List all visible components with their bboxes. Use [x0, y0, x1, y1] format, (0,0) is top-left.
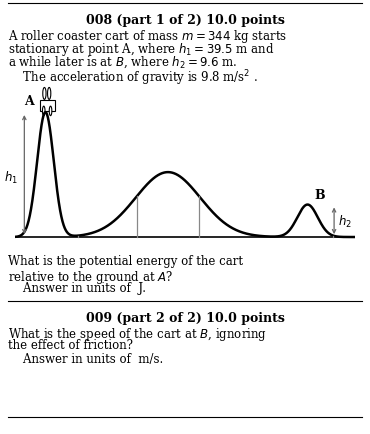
Circle shape: [43, 107, 45, 116]
Text: $h_2$: $h_2$: [338, 214, 352, 230]
Text: 008 (part 1 of 2) 10.0 points: 008 (part 1 of 2) 10.0 points: [85, 14, 285, 27]
FancyBboxPatch shape: [40, 101, 55, 112]
Circle shape: [49, 107, 52, 116]
Text: What is the speed of the cart at $B$, ignoring: What is the speed of the cart at $B$, ig…: [8, 325, 267, 342]
Text: The acceleration of gravity is 9.8 m/s$^2$ .: The acceleration of gravity is 9.8 m/s$^…: [8, 68, 258, 88]
Text: Answer in units of  m/s.: Answer in units of m/s.: [8, 352, 163, 365]
Text: 009 (part 2 of 2) 10.0 points: 009 (part 2 of 2) 10.0 points: [85, 311, 285, 324]
Text: A: A: [24, 95, 34, 108]
Circle shape: [43, 88, 46, 100]
Text: A roller coaster cart of mass $m = 344$ kg starts: A roller coaster cart of mass $m = 344$ …: [8, 28, 287, 45]
Text: B: B: [314, 188, 325, 201]
Circle shape: [48, 88, 51, 100]
Text: the effect of friction?: the effect of friction?: [8, 339, 133, 352]
Text: stationary at point A, where $h_1 = 39.5$ m and: stationary at point A, where $h_1 = 39.5…: [8, 41, 275, 58]
Text: $h_1$: $h_1$: [4, 170, 18, 186]
Text: Answer in units of  J.: Answer in units of J.: [8, 281, 146, 294]
Text: What is the potential energy of the cart: What is the potential energy of the cart: [8, 254, 243, 267]
Text: a while later is at $B$, where $h_2 = 9.6$ m.: a while later is at $B$, where $h_2 = 9.…: [8, 55, 238, 70]
Text: relative to the ground at $A$?: relative to the ground at $A$?: [8, 268, 174, 285]
